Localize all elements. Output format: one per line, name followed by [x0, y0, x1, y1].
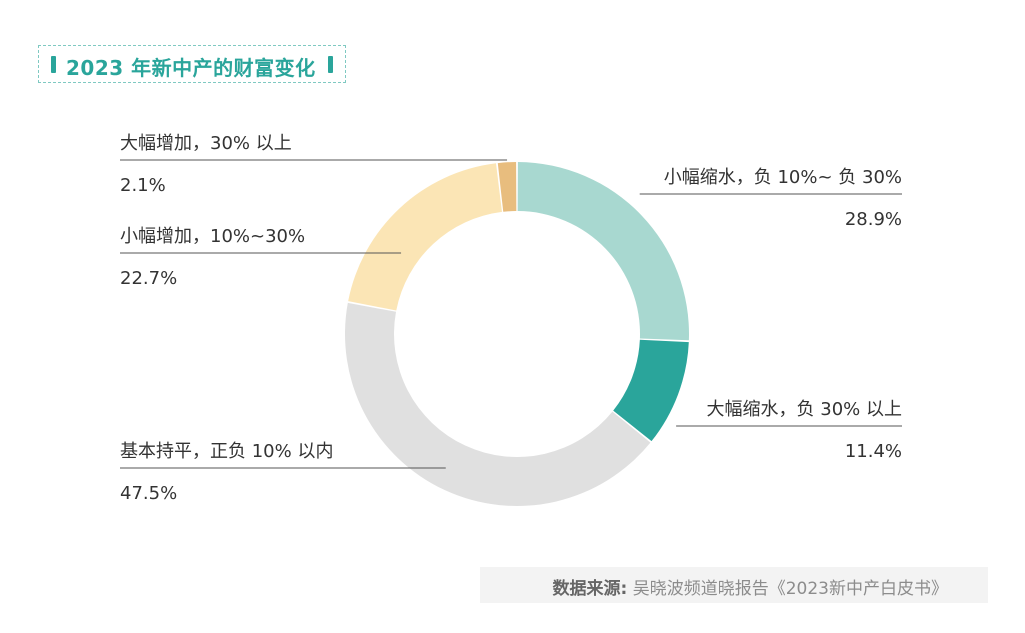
donut-chart: 小幅缩水，负 10%~ 负 30% 28.9% 大幅缩水，负 30% 以上 11.4%…	[120, 133, 902, 507]
slice-value-label: 22.7%	[120, 268, 177, 289]
title-accent-bar-right	[328, 56, 333, 73]
slice-label: 小幅缩水，负 10%~ 负 30%	[664, 167, 902, 188]
source-note: 数据来源: 吴晓波频道晓报告《2023新中产白皮书》	[553, 574, 948, 599]
slice-value-label: 11.4%	[845, 441, 902, 462]
slice-label: 大幅增加，30% 以上	[120, 133, 292, 154]
slice-value-label: 28.9%	[845, 209, 902, 230]
chart-title-box: 2023 年新中产的财富变化	[38, 45, 346, 83]
title-accent-bar-left	[51, 56, 56, 73]
source-box: 数据来源: 吴晓波频道晓报告《2023新中产白皮书》	[480, 567, 988, 603]
donut-slice	[497, 162, 517, 212]
donut-slice	[348, 163, 502, 311]
slice-label: 大幅缩水，负 30% 以上	[707, 399, 902, 420]
donut-slice	[613, 339, 689, 442]
slice-label: 小幅增加，10%~30%	[120, 226, 305, 247]
slice-value-label: 2.1%	[120, 175, 166, 196]
source-text: 吴晓波频道晓报告《2023新中产白皮书》	[632, 579, 948, 599]
slice-value-label: 47.5%	[120, 483, 177, 504]
donut-slice	[517, 162, 689, 341]
donut-slice	[345, 302, 651, 507]
chart-title: 2023 年新中产的财富变化	[66, 56, 316, 80]
slice-label: 基本持平，正负 10% 以内	[120, 441, 333, 462]
source-label: 数据来源:	[552, 579, 628, 599]
